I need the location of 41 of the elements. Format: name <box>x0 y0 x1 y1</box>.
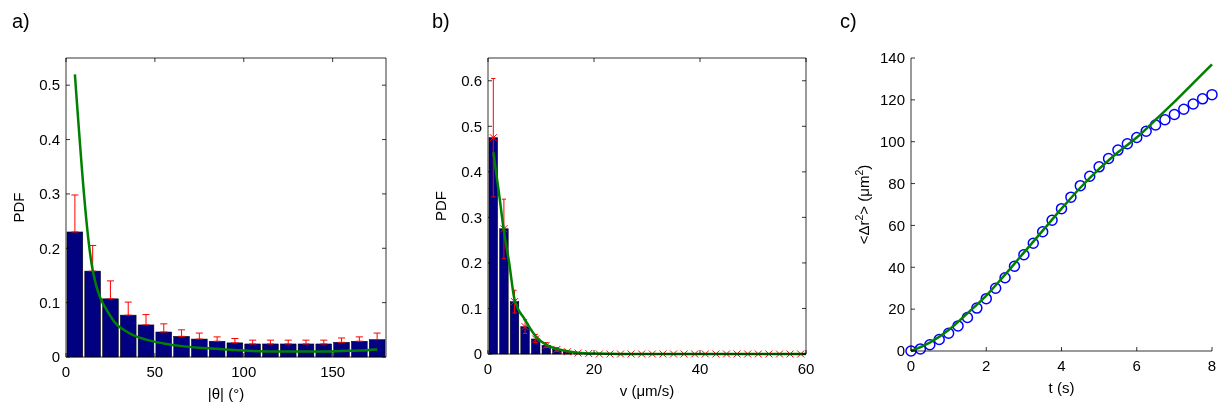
y-axis-title: PDF <box>432 191 449 221</box>
x-tick-label: 100 <box>231 363 257 380</box>
x-axis-title: |θ| (°) <box>207 385 245 402</box>
x-tick-label: 2 <box>982 357 991 374</box>
y-tick-label: 120 <box>879 91 905 109</box>
y-tick-label: 0.3 <box>39 185 60 203</box>
x-tick-label: 4 <box>1057 357 1066 374</box>
x-tick-label: 8 <box>1207 357 1217 374</box>
y-tick-label: 20 <box>888 300 905 318</box>
x-axis-title: v (μm/s) <box>619 382 675 399</box>
y-tick-label: 140 <box>879 49 905 67</box>
y-tick-label: 0.4 <box>39 130 60 148</box>
chart-title: b) <box>432 10 450 32</box>
x-tick-label: 150 <box>320 363 346 380</box>
x-tick-label: 40 <box>691 360 709 377</box>
y-tick-label: 0.1 <box>39 293 60 311</box>
y-tick-label: 40 <box>888 258 905 276</box>
x-tick-label: 0 <box>61 363 71 380</box>
y-tick-label: 60 <box>888 216 905 234</box>
y-tick-label: 0.5 <box>39 76 60 94</box>
y-tick-label: 0 <box>896 342 905 360</box>
y-axis-title: PDF <box>10 192 27 223</box>
y-tick-label: 0.4 <box>461 163 482 181</box>
y-tick-label: 100 <box>879 132 905 150</box>
x-tick-label: 60 <box>797 360 815 377</box>
y-tick-label: 0.5 <box>461 117 482 135</box>
y-tick-label: 0 <box>473 345 482 363</box>
y-tick-label: 0.2 <box>461 254 482 272</box>
y-tick-label: 0.1 <box>461 299 482 317</box>
y-tick-label: 0.3 <box>461 208 482 226</box>
y-tick-label: 0.2 <box>39 239 60 257</box>
x-tick-label: 50 <box>146 363 164 380</box>
y-tick-label: 0.6 <box>461 72 482 90</box>
chart-title: c) <box>840 10 857 32</box>
x-axis-title: t (s) <box>1048 379 1075 396</box>
x-tick-label: 0 <box>483 360 493 377</box>
y-tick-label: 80 <box>888 174 905 192</box>
chart-title: a) <box>12 10 30 32</box>
x-tick-label: 20 <box>585 360 603 377</box>
x-tick-label: 0 <box>906 357 916 374</box>
x-tick-label: 6 <box>1132 357 1141 374</box>
